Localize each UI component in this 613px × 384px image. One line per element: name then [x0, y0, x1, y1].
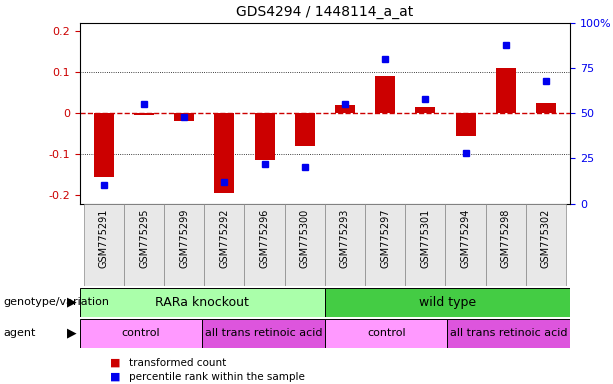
Text: GSM775299: GSM775299 — [179, 209, 189, 268]
Bar — [202, 319, 325, 348]
Bar — [325, 288, 570, 317]
Text: GSM775292: GSM775292 — [219, 209, 229, 268]
Text: all trans retinoic acid: all trans retinoic acid — [205, 328, 322, 338]
Bar — [365, 204, 405, 286]
Bar — [526, 204, 566, 286]
Title: GDS4294 / 1448114_a_at: GDS4294 / 1448114_a_at — [236, 5, 414, 19]
Bar — [455, 113, 476, 136]
Text: control: control — [367, 328, 406, 338]
Text: control: control — [121, 328, 161, 338]
Bar — [405, 204, 446, 286]
Bar — [416, 107, 435, 113]
Bar — [204, 204, 245, 286]
Text: ▶: ▶ — [67, 327, 77, 339]
Bar — [254, 113, 275, 161]
Text: GSM775293: GSM775293 — [340, 209, 350, 268]
Bar — [284, 204, 325, 286]
Text: GSM775291: GSM775291 — [99, 209, 109, 268]
Text: GSM775294: GSM775294 — [460, 209, 471, 268]
Bar — [80, 288, 325, 317]
Text: GSM775295: GSM775295 — [139, 209, 149, 268]
Bar — [485, 204, 526, 286]
Bar — [245, 204, 284, 286]
Text: RARa knockout: RARa knockout — [155, 296, 249, 309]
Text: GSM775297: GSM775297 — [380, 209, 390, 268]
Text: GSM775301: GSM775301 — [421, 209, 430, 268]
Bar — [174, 113, 194, 121]
Text: ■: ■ — [110, 372, 121, 382]
Text: ▶: ▶ — [67, 296, 77, 309]
Bar — [124, 204, 164, 286]
Bar — [335, 105, 355, 113]
Bar — [325, 204, 365, 286]
Text: all trans retinoic acid: all trans retinoic acid — [450, 328, 568, 338]
Text: ■: ■ — [110, 358, 121, 368]
Text: GSM775302: GSM775302 — [541, 209, 551, 268]
Bar — [446, 204, 485, 286]
Bar — [84, 204, 124, 286]
Bar — [164, 204, 204, 286]
Bar — [80, 319, 202, 348]
Text: percentile rank within the sample: percentile rank within the sample — [129, 372, 305, 382]
Bar — [375, 76, 395, 113]
Bar — [447, 319, 570, 348]
Text: GSM775298: GSM775298 — [501, 209, 511, 268]
Bar — [295, 113, 315, 146]
Bar — [215, 113, 234, 193]
Bar — [134, 113, 154, 115]
Text: GSM775296: GSM775296 — [259, 209, 270, 268]
Text: agent: agent — [3, 328, 36, 338]
Text: GSM775300: GSM775300 — [300, 209, 310, 268]
Text: wild type: wild type — [419, 296, 476, 309]
Bar — [94, 113, 114, 177]
Bar — [536, 103, 556, 113]
Bar — [496, 68, 516, 113]
Text: transformed count: transformed count — [129, 358, 226, 368]
Text: genotype/variation: genotype/variation — [3, 297, 109, 308]
Bar — [325, 319, 447, 348]
